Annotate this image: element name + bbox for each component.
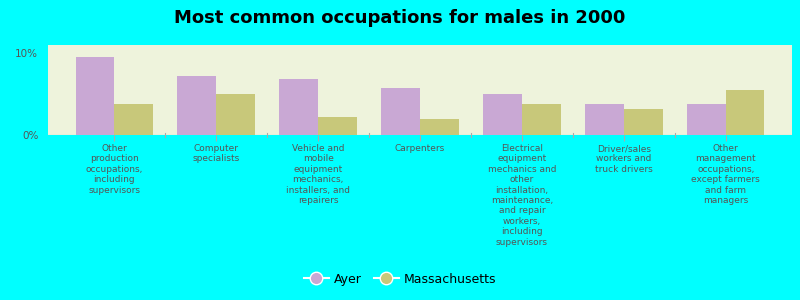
Text: Electrical
equipment
mechanics and
other
installation,
maintenance,
and repair
w: Electrical equipment mechanics and other… <box>488 144 556 247</box>
Bar <box>279 80 318 135</box>
Bar <box>522 104 561 135</box>
Bar <box>216 94 255 135</box>
Text: Computer
specialists: Computer specialists <box>193 144 240 164</box>
Text: Most common occupations for males in 2000: Most common occupations for males in 200… <box>174 9 626 27</box>
Text: Other
management
occupations,
except farmers
and farm
managers: Other management occupations, except far… <box>691 144 760 205</box>
Bar <box>483 94 522 135</box>
Legend: Ayer, Massachusetts: Ayer, Massachusetts <box>298 268 502 291</box>
Bar <box>624 109 662 135</box>
Text: Driver/sales
workers and
truck drivers: Driver/sales workers and truck drivers <box>595 144 653 174</box>
Bar <box>75 57 114 135</box>
Bar <box>585 104 624 135</box>
Bar <box>178 76 216 135</box>
Text: Vehicle and
mobile
equipment
mechanics,
installers, and
repairers: Vehicle and mobile equipment mechanics, … <box>286 144 350 205</box>
Bar <box>114 104 153 135</box>
Bar <box>318 117 357 135</box>
Text: Carpenters: Carpenters <box>395 144 445 153</box>
Bar <box>726 90 765 135</box>
Bar <box>382 88 420 135</box>
Bar <box>687 104 726 135</box>
Bar <box>420 118 458 135</box>
Text: Other
production
occupations,
including
supervisors: Other production occupations, including … <box>86 144 143 195</box>
